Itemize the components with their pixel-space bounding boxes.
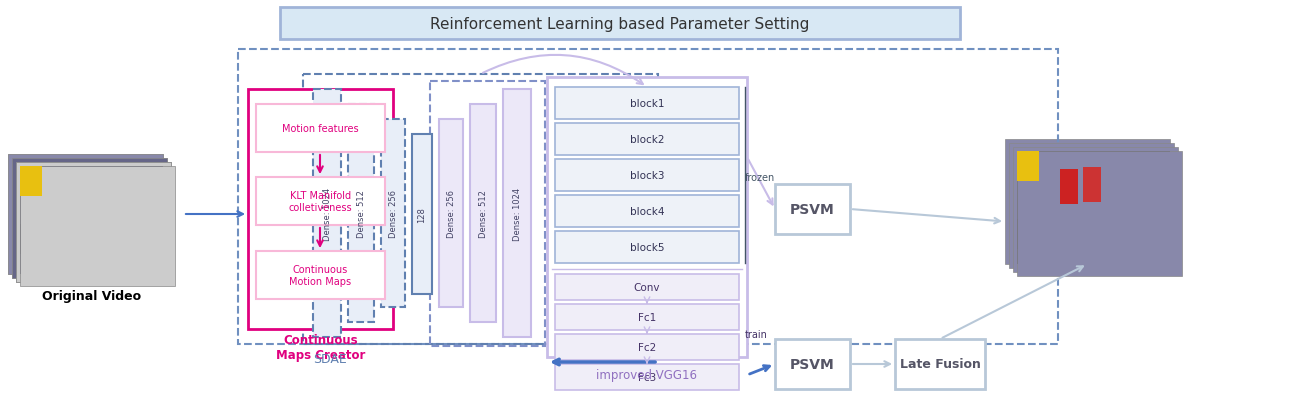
Text: PSVM: PSVM [790,202,834,216]
Bar [16,163,171,282]
Bar [381,120,405,307]
Bar [1017,152,1039,182]
Bar [555,196,738,227]
Text: Original Video: Original Video [42,290,141,303]
Bar [313,90,342,337]
Text: frozen: frozen [745,173,775,182]
Bar [1060,170,1077,204]
Bar [8,155,163,274]
Bar [439,120,463,307]
Bar [555,334,738,360]
Bar [238,50,1058,344]
Bar [20,225,163,254]
Bar [547,78,746,357]
Text: Dense: 256: Dense: 256 [447,189,456,237]
Text: Fc1: Fc1 [637,312,656,322]
Text: Dense: 512: Dense: 512 [356,190,365,237]
Text: block5: block5 [629,243,665,252]
Text: improved VGG16: improved VGG16 [597,369,698,382]
Bar [256,252,385,299]
Text: block4: block4 [629,207,665,216]
Text: Continuous
Motion Maps: Continuous Motion Maps [289,265,352,286]
Text: Fc2: Fc2 [637,342,656,352]
Bar [280,8,961,40]
Bar [555,88,738,120]
Bar [413,135,432,294]
Bar [256,105,385,153]
Bar [555,231,738,263]
Bar [430,82,545,346]
Bar [775,339,850,389]
Bar [1017,152,1183,276]
Text: Conv: Conv [633,282,660,292]
Bar [555,160,738,191]
Text: Fc3: Fc3 [637,372,656,382]
Text: Dense: 1024: Dense: 1024 [512,187,522,240]
Text: SDAE: SDAE [313,353,347,366]
Bar [555,364,738,390]
Bar [20,166,163,274]
Text: Continuous
Maps Creator: Continuous Maps Creator [276,333,365,361]
Bar [1009,144,1173,268]
Text: 128: 128 [418,207,427,222]
Bar [555,124,738,155]
Text: Late Fusion: Late Fusion [900,357,980,371]
Bar [1005,139,1169,264]
Text: Dense: 256: Dense: 256 [389,189,398,237]
Bar [470,105,495,322]
Text: block1: block1 [629,99,665,109]
Text: Dense: 512: Dense: 512 [478,190,487,237]
Bar [1017,152,1169,264]
Text: Reinforcement Learning based Parameter Setting: Reinforcement Learning based Parameter S… [430,16,809,31]
Bar [895,339,986,389]
Bar [256,178,385,225]
Bar [20,166,42,196]
Bar [8,155,163,274]
Bar [16,163,171,282]
Bar [248,90,393,329]
Bar [503,90,531,337]
Bar [555,274,738,300]
Bar [1013,148,1177,272]
Text: PSVM: PSVM [790,357,834,371]
Text: train: train [745,329,767,339]
Bar [304,75,658,344]
Bar [20,166,175,286]
Text: Motion features: Motion features [283,124,359,134]
Text: Dense: 1024: Dense: 1024 [322,187,331,240]
Bar [775,184,850,234]
Bar [348,105,374,322]
Bar [555,304,738,330]
Text: block2: block2 [629,135,665,145]
Text: KLT Manifold
colletiveness: KLT Manifold colletiveness [289,191,352,212]
Bar [12,159,167,278]
Bar [1017,220,1169,249]
Bar [1083,168,1101,202]
Bar [12,159,167,278]
Text: block3: block3 [629,171,665,180]
